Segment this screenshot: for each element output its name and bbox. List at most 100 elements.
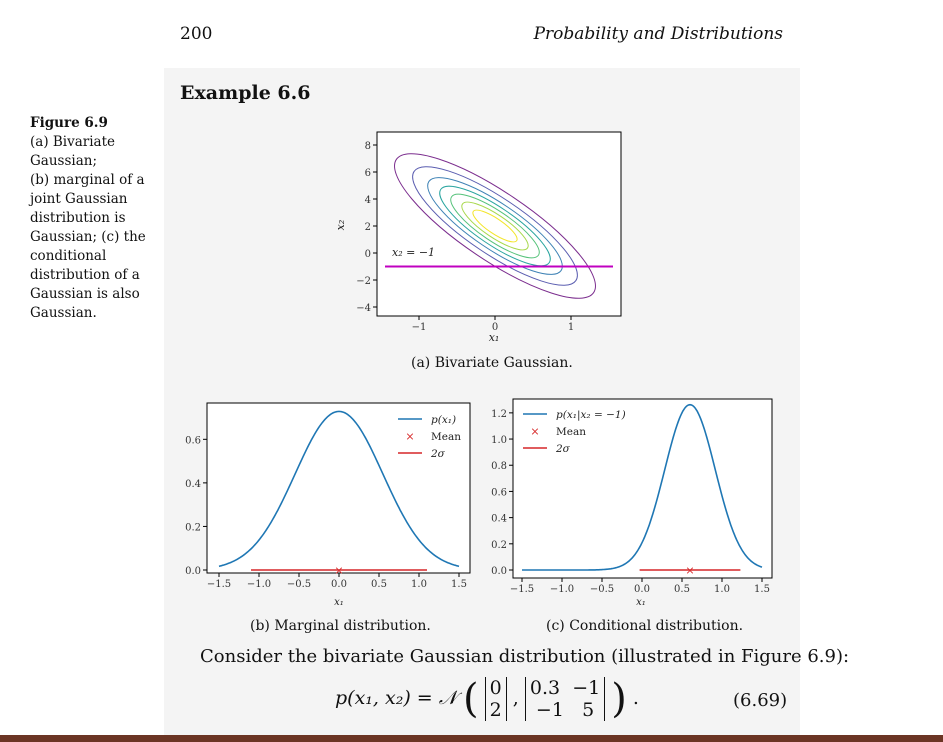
marginal-legend: × p(x₁) Mean 2σ [398,414,461,460]
conditioning-annotation: x₂ = −1 [392,246,435,259]
caption-line: distribution of a [30,267,140,283]
marginal-xlabel: x₁ [334,597,344,608]
contour-xtick-label: 0 [492,322,498,333]
comma: , [512,687,519,709]
mean-vector: 0 2 [484,677,507,721]
cond-ytick-label: 0.4 [491,514,507,525]
cond-legend-label: 2σ [555,443,571,455]
marg-xtick-label: 1.5 [451,579,467,590]
marg-legend-label: 2σ [430,448,446,460]
cov-entry: 5 [582,699,595,721]
mean-entry: 0 [489,677,502,699]
cond-ytick-label: 0.0 [491,566,507,577]
contour-plot-frame [376,131,622,317]
cond-ytick-label: 1.2 [491,409,507,420]
marg-xtick-label: 0.0 [331,579,347,590]
caption-line: distribution is [30,210,126,226]
contour-xtick-label: −1 [412,322,427,333]
subcaption-a: (a) Bivariate Gaussian. [411,355,573,371]
marginal-chart: −1.5 −1.0 −0.5 0.0 0.5 1.0 1.5 0.0 0.2 0.4 0.6 × ×… [185,402,471,608]
cond-legend-label: Mean [556,426,586,438]
cond-legend-mean-marker: × [530,425,539,438]
marginal-curve [218,410,460,568]
marg-legend-label: Mean [431,431,461,443]
conditional-curve [522,403,763,571]
marg-legend-label: p(x₁) [431,414,456,426]
caption-line: Gaussian; (c) the [30,229,146,245]
cond-xtick-label: −1.5 [510,584,534,595]
caption-line: Gaussian. [30,305,97,321]
caption-line: (b) marginal of a [30,172,145,188]
caption-line: conditional [30,248,107,264]
contour-ytick-label: −2 [356,276,371,287]
marg-xtick-label: −1.5 [207,579,231,590]
conditional-ticks: −1.5 −1.0 −0.5 0.0 0.5 1.0 1.5 0.0 0.2 0.4 0.6 0.8 1… [491,409,770,595]
body-text: Consider the bivariate Gaussian distribu… [200,646,850,667]
contour-ring [439,185,551,267]
figure-label: Figure 6.9 [30,115,108,131]
page-number: 200 [180,24,213,44]
equation-lhs: p(x₁, x₂) = 𝒩 [335,687,457,709]
conditional-xlabel: x₁ [636,597,646,608]
cov-row: 0.3 −1 [530,677,600,699]
marg-xtick-label: 1.0 [411,579,427,590]
contour-ytick-label: 4 [365,195,371,206]
cond-legend-label: p(x₁|x₂ = −1) [556,409,626,422]
cond-xtick-label: 0.5 [674,584,690,595]
figure-caption: Figure 6.9 (a) Bivariate Gaussian; (b) m… [30,114,155,323]
marg-ytick-label: 0.2 [185,522,201,533]
marg-xtick-label: −1.0 [247,579,271,590]
example-title: Example 6.6 [180,82,311,104]
contour-ring [450,193,540,259]
contour-xtick-label: 1 [568,322,574,333]
marg-ytick-label: 0.6 [185,435,201,446]
contour-ring [394,153,596,299]
equation-number: (6.69) [733,690,788,711]
contour-ytick-label: 8 [365,141,371,152]
cond-ytick-label: 1.0 [491,435,507,446]
contour-rings [394,153,596,299]
marg-xtick-label: 0.5 [371,579,387,590]
cond-ytick-label: 0.6 [491,487,507,498]
conditional-mean-marker: × [685,564,694,577]
conditional-plot-frame [512,398,773,579]
equation: p(x₁, x₂) = 𝒩 ( 0 2 , 0.3 −1 −1 5 ) . [335,676,639,722]
marg-legend-mean-marker: × [405,430,414,443]
cov-entry: −1 [572,677,601,699]
cond-xtick-label: −0.5 [590,584,614,595]
cond-xtick-label: 1.5 [754,584,770,595]
bottom-bar [0,735,943,742]
caption-line: Gaussian is also [30,286,140,302]
running-title: Probability and Distributions [533,24,783,44]
conditional-chart: −1.5 −1.0 −0.5 0.0 0.5 1.0 1.5 0.0 0.2 0.4 0.6 0.8 1… [491,398,773,608]
subcaption-c: (c) Conditional distribution. [546,618,744,634]
contour-ytick-label: −4 [356,303,371,314]
contour-xlabel: x₁ [489,331,500,344]
cond-xtick-label: −1.0 [550,584,574,595]
cond-xtick-label: 0.0 [634,584,650,595]
cov-row: −1 5 [530,699,600,721]
cond-ytick-label: 0.8 [491,461,507,472]
marg-xtick-label: −0.5 [287,579,311,590]
marg-ytick-label: 0.0 [185,566,201,577]
cov-entry: 0.3 [529,677,561,699]
contour-ylabel: x₂ [334,220,347,231]
cond-ytick-label: 0.2 [491,540,507,551]
mean-entry: 2 [489,699,502,721]
contour-ytick-label: 6 [365,168,371,179]
marginal-plot-frame [206,402,471,574]
subcaption-b: (b) Marginal distribution. [250,618,431,634]
caption-line: Gaussian; [30,153,97,169]
marg-ytick-label: 0.4 [185,479,201,490]
caption-line: (a) Bivariate [30,134,116,150]
conditional-legend: × p(x₁|x₂ = −1) Mean 2σ [523,409,626,455]
period: . [632,687,639,709]
contour-ytick-label: 2 [365,222,371,233]
caption-line: joint Gaussian [30,191,128,207]
marginal-ticks: −1.5 −1.0 −0.5 0.0 0.5 1.0 1.5 0.0 0.2 0.4 0.6 [185,435,467,590]
contour-ring [461,201,529,251]
cond-xtick-label: 1.0 [714,584,730,595]
contour-ytick-label: 0 [365,249,371,260]
paren-close: ) [611,676,627,722]
contour-ring [427,177,563,275]
